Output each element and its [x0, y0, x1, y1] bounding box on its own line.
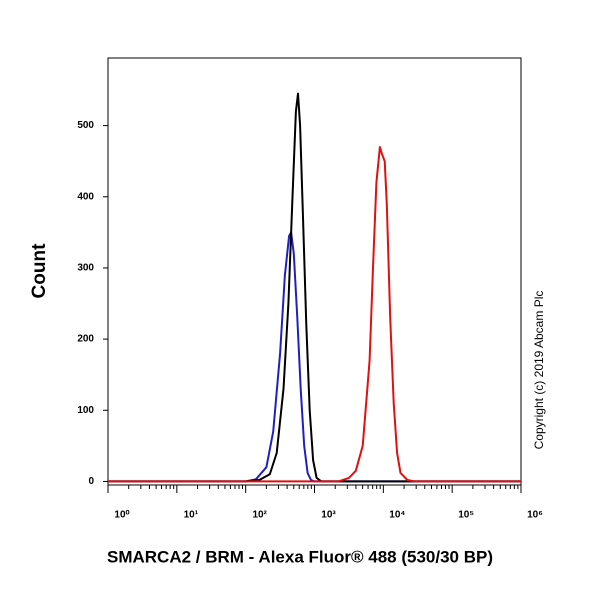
plot-frame [107, 57, 522, 486]
x-tick-label: 10² [252, 510, 267, 521]
x-tick-label: 10⁴ [389, 510, 405, 521]
copyright: Copyright (c) 2019 Abcam Plc [532, 291, 546, 450]
y-axis-title: Count [29, 243, 50, 299]
x-tick-label: 10⁵ [458, 510, 474, 521]
histogram-line [108, 146, 521, 483]
x-tick-label: 10³ [321, 510, 336, 521]
x-tick-label: 10⁰ [114, 510, 129, 521]
x-tick-label: 10¹ [184, 510, 199, 521]
y-tick-label: 400 [77, 191, 94, 202]
x-axis-title: SMARCA2 / BRM - Alexa Fluor® 488 (530/30… [107, 547, 493, 566]
y-tick-label: 0 [88, 476, 94, 487]
y-tick-label: 200 [77, 334, 94, 345]
histogram-line [108, 231, 521, 483]
y-tick-label: 500 [77, 120, 94, 131]
y-tick-label: 300 [77, 263, 94, 274]
histogram-line [108, 92, 521, 483]
x-tick-label: 10⁶ [527, 510, 543, 521]
y-tick-label: 100 [77, 405, 94, 416]
